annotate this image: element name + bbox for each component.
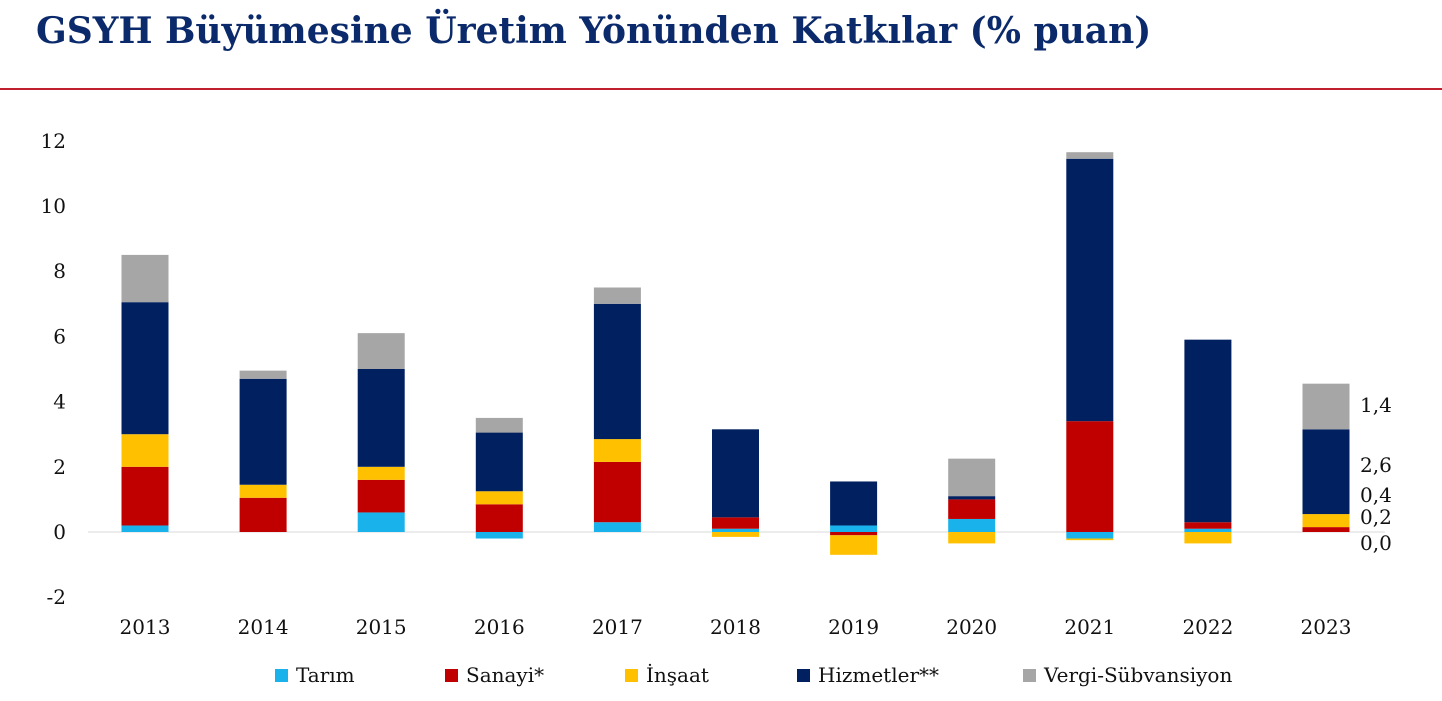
bar-segment	[593, 303, 641, 440]
legend-item: Tarım	[275, 660, 355, 690]
bar-segment	[593, 439, 641, 462]
bar-segment	[475, 504, 523, 532]
bar-segment	[712, 517, 759, 529]
y-tick-label: 12	[41, 129, 66, 153]
bar-segment	[830, 481, 878, 526]
bar-segment	[357, 369, 405, 467]
data-label-2023: 0,2	[1360, 505, 1392, 529]
x-tick-label: 2022	[1182, 615, 1233, 639]
bar-segment	[948, 518, 996, 532]
bar-segment	[1302, 429, 1350, 515]
bar-segment	[1184, 528, 1232, 532]
legend-label: Hizmetler**	[818, 663, 940, 687]
legend-label: Sanayi*	[466, 663, 545, 687]
bar-segment	[593, 522, 641, 532]
y-tick-label: 8	[53, 259, 66, 283]
bar-segment	[1066, 538, 1114, 541]
y-tick-label: 2	[53, 455, 66, 479]
legend-label: İnşaat	[646, 663, 709, 687]
legend-swatch	[1023, 668, 1036, 682]
bar-segment	[475, 491, 523, 505]
bar-segment	[1184, 339, 1232, 523]
bar-segment	[357, 479, 405, 513]
bar-segment	[1184, 522, 1232, 529]
bar-segment	[357, 466, 405, 480]
x-tick-label: 2020	[946, 615, 997, 639]
bar-segment	[239, 484, 287, 498]
y-tick-label: 4	[53, 390, 66, 414]
legend-swatch	[275, 668, 288, 682]
y-tick-label: 10	[41, 194, 66, 218]
y-tick-label: -2	[47, 585, 66, 609]
bar-segment	[830, 525, 878, 532]
y-tick-label: 0	[53, 520, 66, 544]
bar-segment	[475, 432, 523, 492]
bar-segment	[712, 429, 759, 518]
bar-segment	[948, 499, 996, 519]
bar-segment	[1066, 532, 1114, 539]
bar-segment	[1066, 152, 1114, 159]
page-title: GSYH Büyümesine Üretim Yönünden Katkılar…	[36, 10, 1152, 52]
bar-segment	[357, 512, 405, 532]
bar-segment	[475, 532, 523, 539]
x-tick-label: 2018	[710, 615, 761, 639]
x-tick-label: 2023	[1301, 615, 1352, 639]
legend-swatch	[797, 668, 810, 682]
x-tick-label: 2017	[592, 615, 643, 639]
legend-label: Tarım	[296, 663, 355, 687]
legend-label: Vergi-Sübvansiyon	[1044, 663, 1233, 687]
bar-segment	[239, 370, 287, 379]
bar-segment	[948, 458, 996, 497]
bar-segment	[357, 333, 405, 369]
bar-segment	[1066, 421, 1114, 532]
legend-swatch	[445, 668, 458, 682]
data-label-2023: 2,6	[1360, 453, 1392, 477]
data-label-2023: 0,0	[1360, 531, 1392, 555]
bar-segment	[1302, 514, 1350, 528]
legend-item: İnşaat	[625, 660, 709, 690]
bar-segment	[1302, 527, 1350, 532]
x-tick-label: 2021	[1064, 615, 1115, 639]
bar-segment	[1302, 383, 1350, 430]
bar-segment	[830, 532, 878, 536]
legend-swatch	[625, 668, 638, 682]
x-tick-label: 2014	[238, 615, 289, 639]
bar-segment	[830, 535, 878, 555]
bar-segment	[948, 496, 996, 500]
bar-segment	[121, 466, 169, 526]
legend-item: Sanayi*	[445, 660, 544, 690]
chart-legend: Tarım Sanayi* İnşaat Hizmetler** Vergi-Sübva…	[0, 660, 1442, 690]
title-divider	[0, 88, 1442, 90]
bar-segment	[593, 461, 641, 523]
stacked-bar-chart: -2 0 2 4 6 8 10 12 2013 2014 2015 2016 2017 2018 2019 2…	[41, 129, 1392, 639]
legend-item: Vergi-Sübvansiyon	[1023, 660, 1232, 690]
bar-segment	[121, 434, 169, 467]
bar-segment	[239, 497, 287, 532]
bar-segment	[712, 532, 759, 537]
data-label-2023: 1,4	[1360, 393, 1392, 417]
bar-segment	[121, 525, 169, 532]
bar-segment	[1066, 158, 1114, 422]
bar-segment	[239, 378, 287, 485]
y-tick-label: 6	[53, 324, 66, 348]
bar-segment	[1184, 532, 1232, 544]
x-tick-label: 2015	[356, 615, 407, 639]
bar-segment	[948, 532, 996, 544]
bar-segment	[593, 287, 641, 304]
bar-segment	[121, 302, 169, 435]
bar-segment	[712, 528, 759, 532]
legend-item: Hizmetler**	[797, 660, 939, 690]
bar-segment	[475, 417, 523, 433]
x-tick-label: 2013	[120, 615, 171, 639]
bar-segment	[121, 254, 169, 303]
data-label-2023: 0,4	[1360, 483, 1392, 507]
x-tick-label: 2019	[828, 615, 879, 639]
x-tick-label: 2016	[474, 615, 525, 639]
